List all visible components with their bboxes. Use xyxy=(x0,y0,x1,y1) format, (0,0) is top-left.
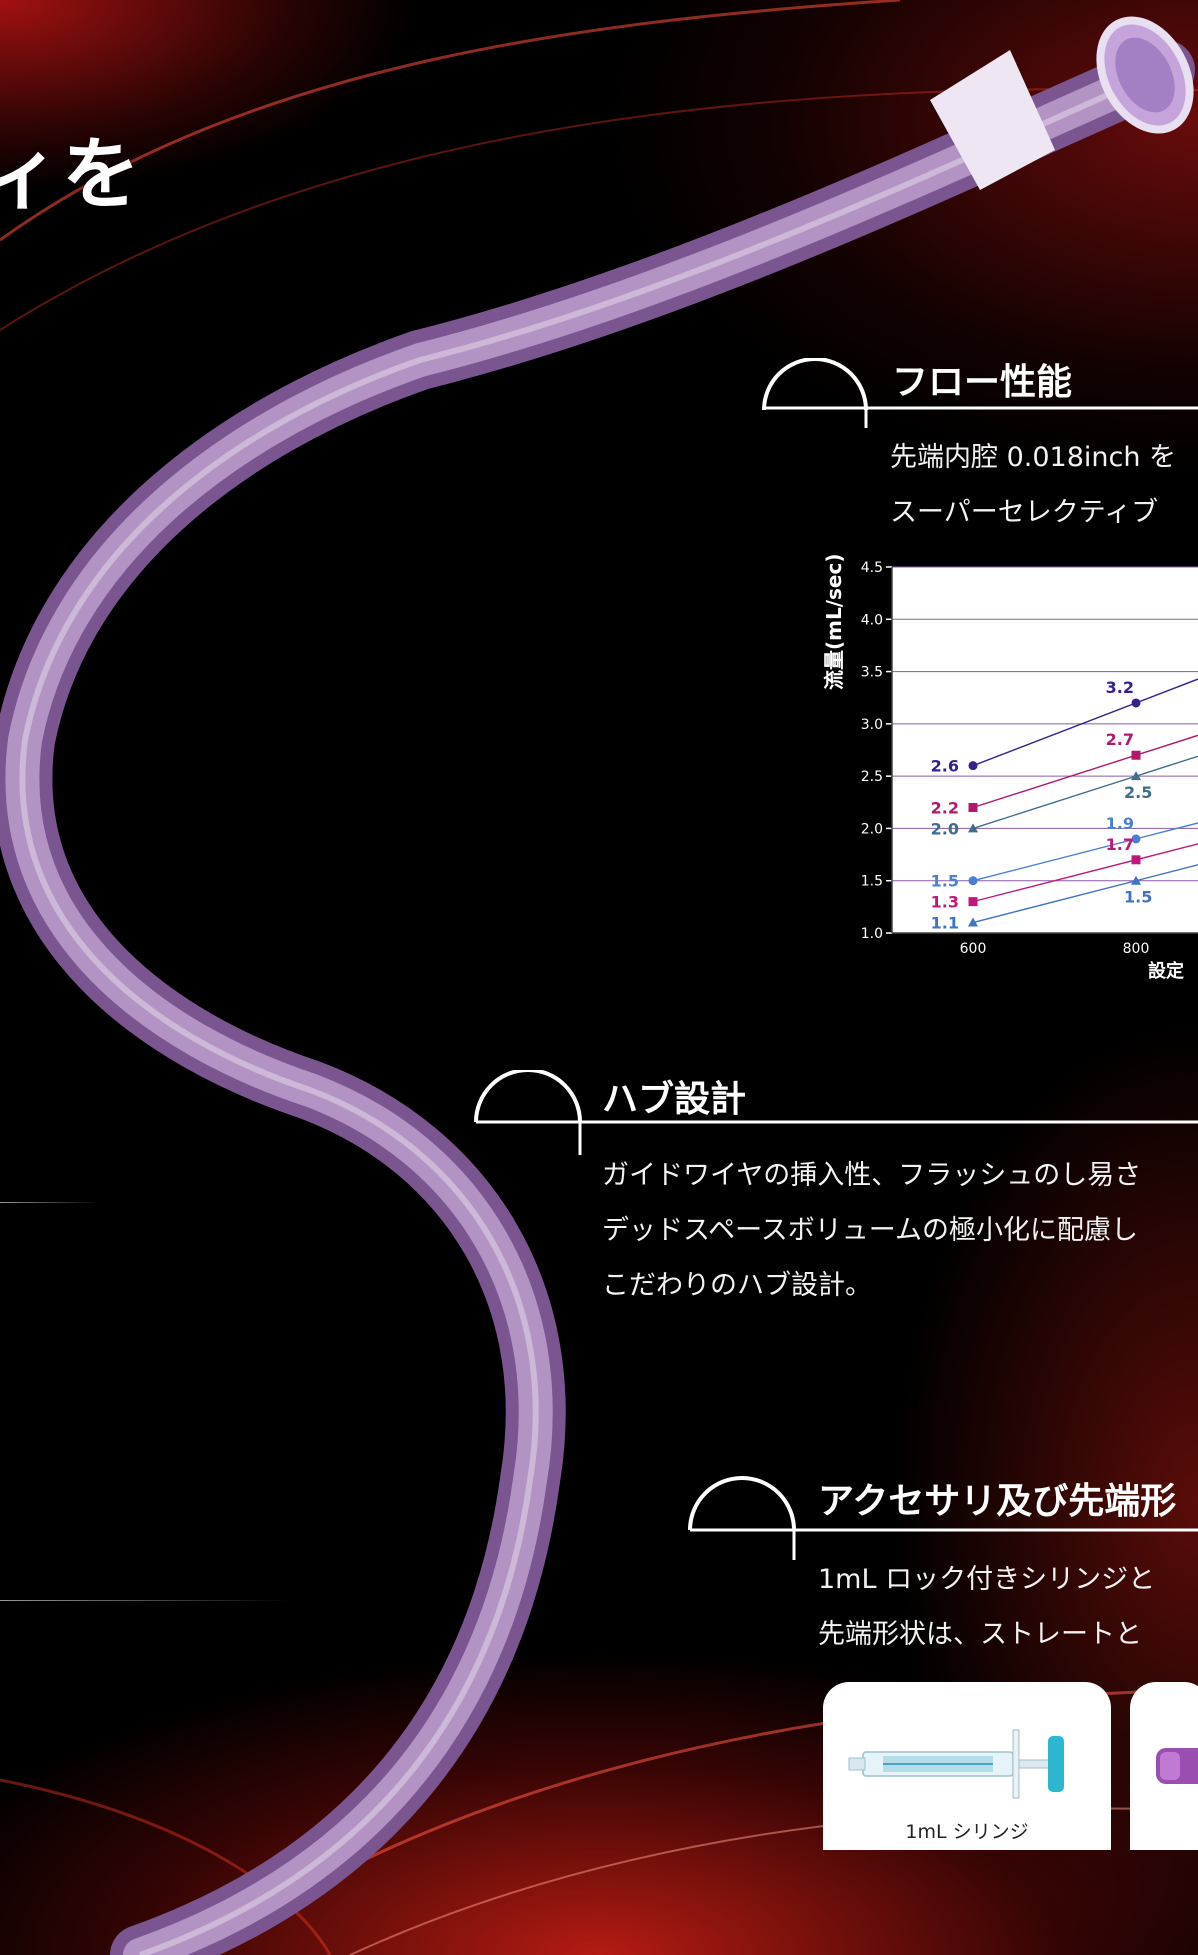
catheter-hub-icon xyxy=(1156,1748,1198,1784)
chart-data-label: 1.7 xyxy=(1106,835,1134,854)
syringe-card-label: 1mL シリンジ xyxy=(905,1821,1029,1843)
chart-series-line xyxy=(972,734,1198,809)
chart-y-tick-label: 2.5 xyxy=(861,769,883,785)
chart-data-label: 2.6 xyxy=(931,757,959,776)
chart-y-tick-label: 1.0 xyxy=(861,926,883,942)
chart-data-label: 2.5 xyxy=(1124,783,1152,802)
hub-body-line: ガイドワイヤの挿入性、フラッシュのし易さ xyxy=(602,1160,1142,1191)
divider-line xyxy=(0,1600,290,1601)
chart-data-label: 3.2 xyxy=(1106,678,1134,697)
chart-point xyxy=(1131,698,1141,708)
chart-point xyxy=(1131,834,1141,844)
chart-point xyxy=(968,803,978,813)
chart-point xyxy=(1131,855,1141,865)
chart-y-tick-label: 3.0 xyxy=(861,717,883,733)
chart-point xyxy=(1131,875,1141,885)
chart-data-label: 1.9 xyxy=(1106,814,1134,833)
chart-series-line xyxy=(972,678,1198,767)
chart-y-tick-label: 4.0 xyxy=(861,612,883,628)
chart-series-line xyxy=(972,843,1198,903)
flow-body-line: 先端内腔 0.018inch を xyxy=(890,442,1177,473)
syringe-icon xyxy=(848,1729,1064,1799)
chart-x-axis-label: 設定 xyxy=(1148,961,1184,982)
accessory-body-line: 1mL ロック付きシリンジと xyxy=(818,1564,1156,1595)
chart-point xyxy=(968,761,978,771)
chart-plot-area xyxy=(892,567,1198,933)
chart-point xyxy=(968,823,978,833)
chart-y-tick-label: 1.5 xyxy=(861,874,883,890)
accessory-body-line: 先端形状は、ストレートと xyxy=(818,1619,1142,1650)
chart-data-label: 2.2 xyxy=(931,799,959,818)
hub-body-line: デッドスペースボリュームの極小化に配慮し xyxy=(602,1215,1138,1246)
flow-body-line: スーパーセレクティブ xyxy=(890,497,1159,528)
tip-shape-card xyxy=(1130,1682,1198,1850)
chart-point xyxy=(968,917,978,927)
section-arc-icon xyxy=(762,358,1198,428)
chart-point xyxy=(1131,750,1141,760)
section-arc-icon xyxy=(474,1070,1198,1155)
hub-body-line: こだわりのハブ設計。 xyxy=(602,1270,872,1301)
chart-x-tick-label: 800 xyxy=(1123,941,1150,957)
chart-y-tick-label: 4.5 xyxy=(861,560,883,576)
chart-data-label: 2.0 xyxy=(931,819,959,838)
chart-data-label: 1.5 xyxy=(931,872,959,891)
chart-data-label: 1.3 xyxy=(931,893,959,912)
hub-section-body: ガイドワイヤの挿入性、フラッシュのし易さ デッドスペースボリュームの極小化に配慮… xyxy=(602,1148,1141,1313)
chart-data-label: 2.7 xyxy=(1106,730,1134,749)
chart-point xyxy=(968,897,978,907)
divider-line xyxy=(0,1202,100,1203)
chart-data-label: 1.5 xyxy=(1124,888,1152,907)
flow-section-title: フロー性能 xyxy=(892,362,1073,403)
chart-x-tick-label: 600 xyxy=(960,941,987,957)
chart-y-tick-label: 2.0 xyxy=(861,821,883,837)
chart-data-label: 1.1 xyxy=(931,914,959,933)
syringe-card: 1mL シリンジ xyxy=(823,1682,1111,1850)
chart-y-tick-label: 3.5 xyxy=(861,665,883,681)
chart-series-line xyxy=(972,755,1198,830)
accessory-section-body: 1mL ロック付きシリンジと 先端形状は、ストレートと xyxy=(818,1552,1155,1662)
section-arc-icon xyxy=(688,1476,1198,1560)
chart-point xyxy=(1131,771,1141,781)
hub-section-title: ハブ設計 xyxy=(602,1079,747,1120)
accessory-section-title: アクセサリ及び先端形 xyxy=(818,1481,1177,1522)
headline-text: ィを xyxy=(0,130,143,220)
flow-section-body: 先端内腔 0.018inch を スーパーセレクティブ xyxy=(890,430,1176,540)
chart-series-line xyxy=(972,864,1198,924)
chart-point xyxy=(968,876,978,886)
chart-series-line xyxy=(972,822,1198,882)
